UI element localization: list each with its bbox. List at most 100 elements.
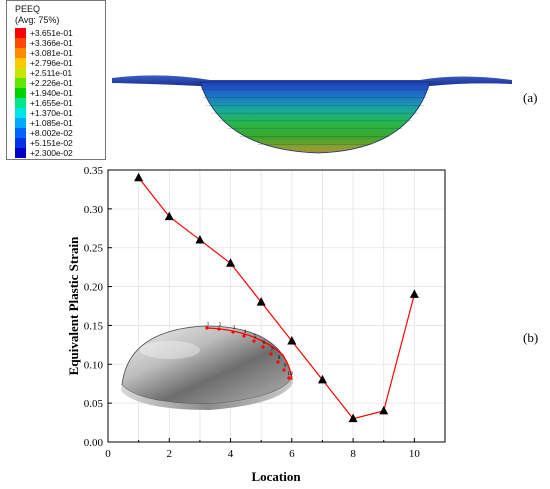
data-point <box>409 289 419 298</box>
legend-entry: +8.002e-02 <box>15 128 73 138</box>
inset-marker-label: 1 <box>207 321 210 327</box>
data-point <box>348 413 358 423</box>
y-tick-label: 0.00 <box>84 437 104 449</box>
inset-marker-dot <box>205 326 209 330</box>
legend-value: +1.655e-01 <box>30 98 73 108</box>
legend-swatch <box>15 138 26 148</box>
y-axis-title: Equivalent Plastic Strain <box>66 236 81 375</box>
legend-swatch <box>15 108 26 118</box>
y-tick-label: 0.30 <box>84 204 104 216</box>
inset-marker-label: 6 <box>263 340 266 346</box>
legend-entry: +3.651e-01 <box>15 28 73 38</box>
data-point <box>287 335 297 345</box>
data-point <box>226 258 236 267</box>
data-point <box>379 405 389 415</box>
x-tick-label: 4 <box>228 448 234 460</box>
inset-marker-label: 8 <box>278 355 281 361</box>
inset-marker-label: 5 <box>254 334 257 340</box>
legend-subtitle: (Avg: 75%) <box>15 15 60 25</box>
legend-swatch <box>15 38 26 48</box>
legend-swatch <box>15 58 26 68</box>
legend-swatch <box>15 48 26 58</box>
legend-value: +3.651e-01 <box>30 28 73 38</box>
legend-entry: +3.081e-01 <box>15 48 73 58</box>
inset-dome-highlight <box>140 341 200 359</box>
inset-marker-label: 9 <box>284 363 287 369</box>
inset-path-line <box>206 327 293 381</box>
legend-entry: +2.226e-01 <box>15 78 73 88</box>
legend-value: +2.300e-02 <box>30 148 73 158</box>
legend-value: +1.370e-01 <box>30 108 73 118</box>
data-point <box>317 374 327 384</box>
legend-entry: +2.511e-01 <box>15 68 72 78</box>
legend-entry: +3.366e-01 <box>15 38 73 48</box>
legend-title: PEEQ <box>15 4 41 14</box>
legend-value: +1.085e-01 <box>30 118 73 128</box>
legend-value: +2.511e-01 <box>30 68 73 78</box>
x-tick-label: 8 <box>350 448 356 460</box>
inset-marker-dot <box>242 334 246 338</box>
x-axis-title: Location <box>251 469 301 484</box>
data-point <box>164 211 174 221</box>
inset-marker-label: 7 <box>271 347 274 353</box>
inset-marker-label: 4 <box>244 329 247 335</box>
legend-value: +3.366e-01 <box>30 38 73 48</box>
inset-marker-dot <box>276 360 280 364</box>
inset-marker-dot <box>287 376 291 380</box>
series-line <box>138 177 415 420</box>
peeq-legend: PEEQ (Avg: 75%) +3.651e-01 +3.366e-01 +3.0… <box>6 0 106 160</box>
panel-label-b: (b) <box>523 330 539 345</box>
legend-swatch <box>15 68 26 78</box>
y-tick-label: 0.20 <box>84 282 104 294</box>
inset-marker-dot <box>217 327 221 331</box>
legend-swatch <box>15 118 26 128</box>
inset-marker-label: 3 <box>233 325 236 331</box>
legend-value: +2.796e-01 <box>30 58 73 68</box>
legend-value: +3.081e-01 <box>30 48 73 58</box>
legend-entry: +2.796e-01 <box>15 58 73 68</box>
legend-swatch <box>15 88 26 98</box>
y-tick-label: 0.15 <box>84 320 104 332</box>
inset-marker-label: 2 <box>219 322 222 328</box>
x-tick-label: 6 <box>289 448 295 460</box>
series-markers <box>134 172 419 423</box>
x-tick-label: 10 <box>409 448 421 460</box>
chart-ticks: 0 2 4 6 8 10 0.00 0.05 0.10 0.15 0.20 0.25 0.30 0.35 <box>84 165 421 460</box>
inset-marker-label: 10 <box>287 371 293 377</box>
legend-value: +8.002e-02 <box>30 128 73 138</box>
inset-dome-rim <box>121 378 293 410</box>
inset-marker-dot <box>282 368 286 372</box>
legend-value: +2.226e-01 <box>30 78 73 88</box>
legend-entry: +1.655e-01 <box>15 98 73 108</box>
legend-entry: +2.300e-02 <box>15 148 73 158</box>
legend-swatch <box>15 28 26 38</box>
inset-dome-body <box>121 325 293 405</box>
legend-entry: +1.370e-01 <box>15 108 73 118</box>
data-point <box>195 234 205 244</box>
inset-marker-dot <box>252 339 256 343</box>
legend-swatch <box>15 128 26 138</box>
y-tick-label: 0.05 <box>84 398 104 410</box>
inset-marker-dot <box>269 352 273 356</box>
data-point <box>134 172 144 182</box>
inset-marker-dot <box>261 345 265 349</box>
panel-label-a: (a) <box>523 90 538 105</box>
data-point <box>256 297 266 306</box>
legend-swatch <box>15 98 26 108</box>
legend-value: +1.940e-01 <box>30 88 73 98</box>
y-tick-label: 0.35 <box>84 165 104 177</box>
legend-entry: +5.151e-02 <box>15 138 73 148</box>
x-tick-label: 0 <box>105 448 111 460</box>
y-tick-label: 0.25 <box>84 243 104 255</box>
legend-swatch <box>15 148 26 158</box>
legend-value: +5.151e-02 <box>30 138 73 148</box>
inset-marker-dot <box>231 330 235 334</box>
legend-entry: +1.940e-01 <box>15 88 73 98</box>
legend-swatch <box>15 78 26 88</box>
y-tick-label: 0.10 <box>84 359 104 371</box>
plot-frame <box>107 169 446 443</box>
x-tick-label: 2 <box>167 448 173 460</box>
legend-entry: +1.085e-01 <box>15 118 73 128</box>
